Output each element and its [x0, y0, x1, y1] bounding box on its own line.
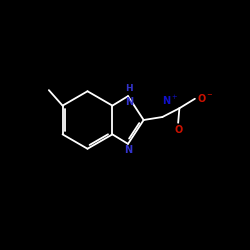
Text: N: N	[125, 96, 133, 106]
Text: H: H	[126, 84, 133, 93]
Text: N: N	[124, 145, 132, 155]
Text: O: O	[174, 125, 182, 135]
Text: N$^+$: N$^+$	[162, 94, 178, 107]
Text: O$^-$: O$^-$	[197, 92, 214, 104]
